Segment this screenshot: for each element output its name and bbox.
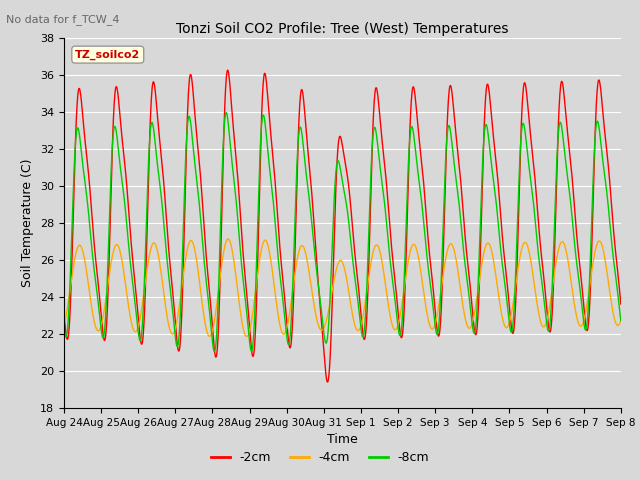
-2cm <box>318 327 326 333</box>
Legend: -2cm, -4cm, -8cm: -2cm, -4cm, -8cm <box>206 446 434 469</box>
-4cm <box>60 323 68 328</box>
Text: No data for f_TCW_4: No data for f_TCW_4 <box>6 14 120 25</box>
-4cm <box>308 292 316 298</box>
Line: -8cm: -8cm <box>64 113 621 352</box>
-4cm <box>378 256 385 262</box>
Line: -4cm: -4cm <box>64 239 621 336</box>
-2cm <box>60 311 68 317</box>
-4cm <box>319 327 326 333</box>
-8cm <box>378 176 385 182</box>
-4cm <box>103 288 111 293</box>
Y-axis label: Soil Temperature (C): Soil Temperature (C) <box>22 159 35 288</box>
-8cm <box>103 282 111 288</box>
-2cm <box>308 195 316 201</box>
-2cm <box>224 67 232 73</box>
-4cm <box>617 317 625 323</box>
-8cm <box>211 349 218 355</box>
-8cm <box>308 228 316 233</box>
-2cm <box>297 91 305 97</box>
-8cm <box>297 126 305 132</box>
Title: Tonzi Soil CO2 Profile: Tree (West) Temperatures: Tonzi Soil CO2 Profile: Tree (West) Temp… <box>176 22 509 36</box>
-4cm <box>126 311 134 317</box>
-8cm <box>126 254 134 260</box>
-4cm <box>297 243 305 249</box>
-8cm <box>319 318 326 324</box>
Line: -2cm: -2cm <box>64 70 621 382</box>
-8cm <box>60 326 68 332</box>
-2cm <box>378 133 385 139</box>
-2cm <box>103 312 111 318</box>
-4cm <box>243 334 251 339</box>
-2cm <box>126 222 134 228</box>
X-axis label: Time: Time <box>327 433 358 446</box>
-8cm <box>617 318 625 324</box>
-2cm <box>617 301 625 307</box>
-8cm <box>223 110 230 116</box>
-4cm <box>225 236 232 242</box>
-2cm <box>323 379 331 385</box>
Text: TZ_soilco2: TZ_soilco2 <box>75 49 140 60</box>
